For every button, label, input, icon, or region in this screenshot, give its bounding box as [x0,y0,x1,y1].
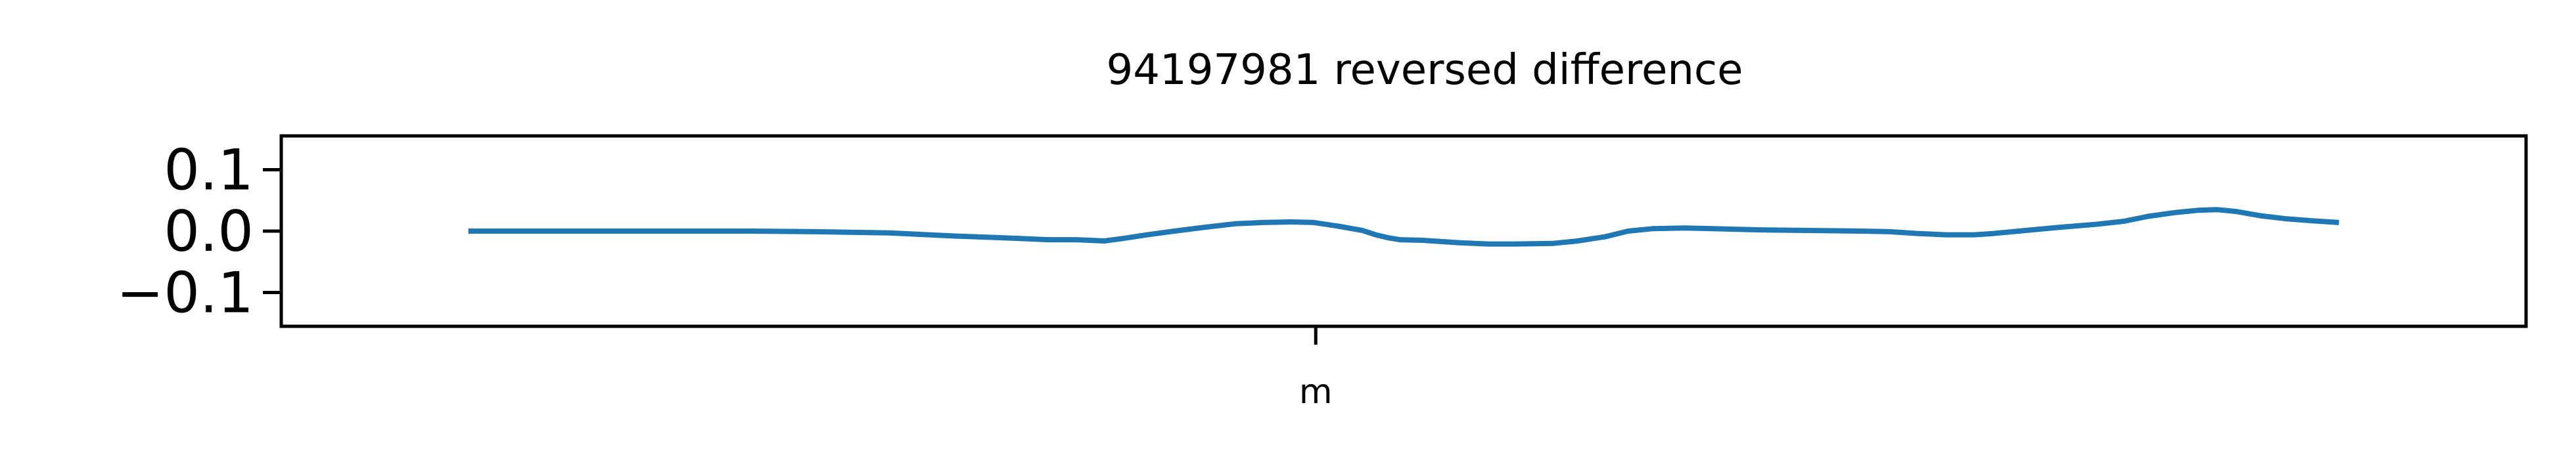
x-tick-label-0: m [1299,372,1333,412]
x-axis: m [1299,326,1333,412]
y-tick-label-0: 0.1 [164,137,254,203]
plot-area [468,207,2339,247]
y-axis: 0.10.0−0.1 [116,137,281,326]
series-line-0 [468,207,2339,247]
chart-title: 94197981 reversed difference [1107,46,1743,95]
y-tick-label-1: 0.0 [164,199,254,265]
y-tick-label-2: −0.1 [116,261,254,326]
axes-frame [279,134,2528,328]
